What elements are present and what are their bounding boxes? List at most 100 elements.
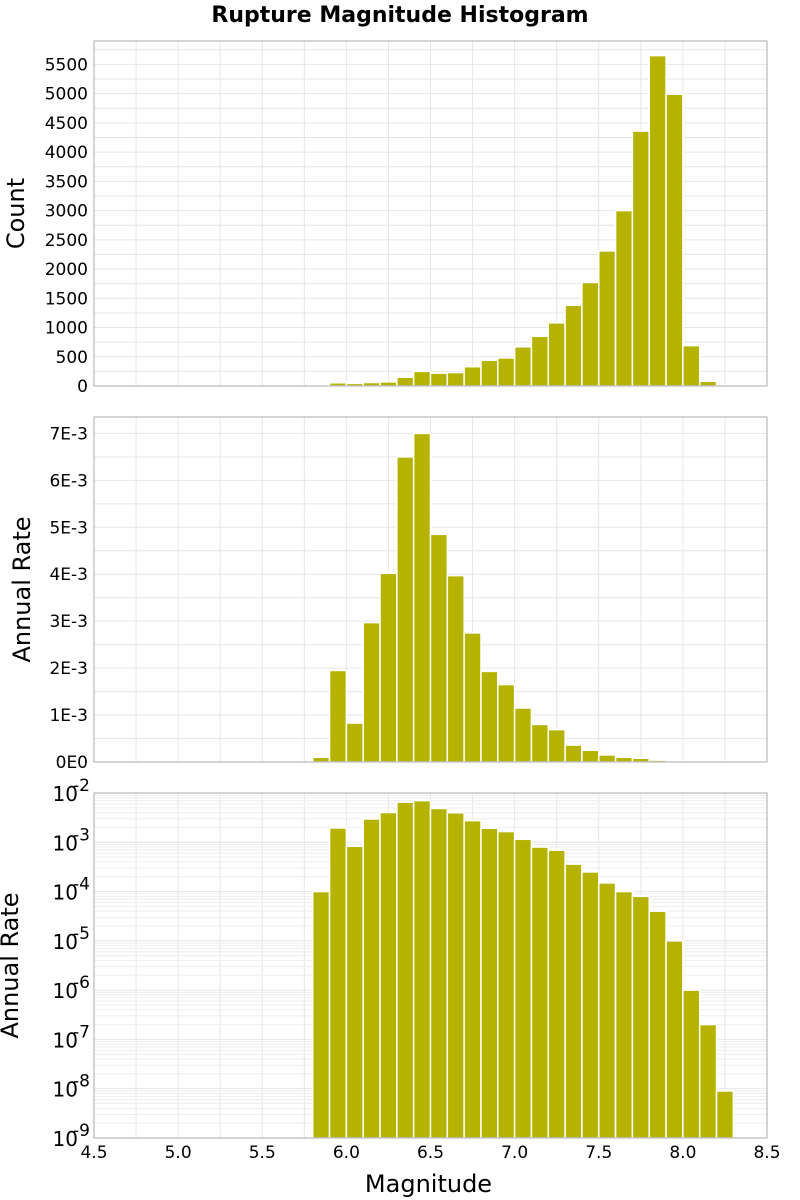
y-tick-base: 10	[53, 1028, 78, 1052]
y-tick-exponent: -9	[73, 1121, 90, 1141]
y-tick-label: 5000	[45, 85, 88, 105]
y-tick-label: 3E-3	[49, 612, 88, 632]
plot-frame	[93, 416, 768, 763]
y-axis-title: Annual Rate	[0, 892, 24, 1038]
y-tick-label: 4000	[45, 143, 88, 163]
histogram-bar	[547, 322, 566, 387]
y-tick-label: 10	[53, 1028, 78, 1052]
histogram-bar	[513, 838, 533, 1139]
y-tick-exponent: -8	[73, 1072, 90, 1092]
histogram-bar	[463, 819, 482, 1139]
x-tick-label: 5.5	[249, 1143, 276, 1163]
x-tick-label: 8.0	[669, 1143, 696, 1163]
y-tick-label: 1000	[45, 319, 88, 339]
y-tick-label: 10	[53, 831, 78, 855]
y-tick-label: 7E-3	[49, 424, 88, 444]
histogram-bar	[429, 533, 449, 763]
y-tick-exponent: -3	[73, 825, 90, 845]
y-tick-exponent: -7	[73, 1022, 90, 1042]
histogram-bar	[497, 357, 516, 387]
y-tick-label: 4E-3	[49, 565, 88, 585]
histogram-bar	[429, 807, 449, 1139]
histogram-bar	[412, 432, 432, 763]
y-tick-label: 2000	[45, 260, 88, 280]
histogram-bar	[396, 456, 415, 763]
histogram-bar	[648, 54, 667, 387]
y-tick-base: 10	[53, 881, 78, 905]
histogram-bar	[362, 381, 381, 387]
y-tick-exponent: -4	[73, 875, 90, 895]
x-tick-label: 8.5	[753, 1143, 780, 1163]
histogram-bar	[513, 346, 533, 387]
histogram-bar	[530, 335, 550, 387]
y-tick-label: 10	[53, 1078, 78, 1102]
y-tick-base: 10	[53, 1078, 78, 1102]
histogram-bar	[665, 940, 684, 1139]
histogram-bar	[396, 376, 415, 387]
histogram-bar	[682, 989, 701, 1139]
histogram-bar	[513, 707, 533, 763]
histogram-bar	[379, 572, 398, 763]
x-tick-label: 5.0	[165, 1143, 192, 1163]
y-tick-label: 5E-3	[49, 518, 88, 538]
histogram-bar	[581, 871, 600, 1139]
histogram-bar	[446, 812, 465, 1139]
y-tick-label: 4500	[45, 114, 88, 134]
y-tick-exponent: -5	[73, 924, 90, 944]
histogram-bar	[463, 632, 482, 763]
y-axis-title: Count	[2, 178, 30, 249]
y-tick-label: 10	[53, 1127, 78, 1151]
histogram-bar	[311, 890, 331, 1139]
y-tick-label: 0E0	[56, 753, 88, 773]
y-tick-label: 10	[53, 979, 78, 1003]
histogram-bar	[345, 845, 364, 1139]
histogram-bar	[614, 890, 634, 1139]
y-tick-label: 1500	[45, 289, 88, 309]
histogram-bar	[598, 754, 617, 763]
histogram-bar	[648, 910, 667, 1139]
histogram-bar	[429, 372, 449, 387]
labels-layer: 0 500 1000 1500 2000 2500 3000 3500 4000 4500 5000…	[0, 55, 781, 1198]
histogram-bar	[362, 621, 381, 763]
histogram-bar	[446, 574, 465, 763]
y-tick-base: 10	[53, 979, 78, 1003]
y-tick-base: 10	[53, 831, 78, 855]
histogram-bar	[614, 209, 634, 387]
histogram-bar	[530, 723, 550, 763]
histogram-bar	[463, 365, 482, 387]
y-tick-base: 10	[53, 1127, 78, 1151]
chart-title: Rupture Magnitude Histogram	[211, 3, 588, 28]
x-tick-label: 7.5	[585, 1143, 612, 1163]
histogram-bar	[311, 756, 331, 763]
histogram-bar	[698, 1023, 718, 1139]
histogram-bar	[480, 359, 499, 387]
y-tick-base: 10	[53, 782, 78, 806]
histogram-bar	[412, 370, 432, 387]
histogram-bar	[598, 250, 617, 387]
x-tick-label: 7.0	[501, 1143, 528, 1163]
histogram-bar	[396, 801, 415, 1139]
histogram-bar	[480, 827, 499, 1139]
y-tick-label: 2500	[45, 231, 88, 251]
y-tick-label: 0	[77, 377, 88, 397]
histogram-bar	[480, 670, 499, 763]
x-tick-label: 6.0	[333, 1143, 360, 1163]
histogram-bar	[715, 1090, 735, 1139]
histogram-bar	[328, 827, 348, 1139]
y-tick-label: 2E-3	[49, 659, 88, 679]
y-tick-exponent: -2	[73, 776, 90, 796]
histogram-bar	[446, 371, 465, 387]
histogram-bar	[497, 683, 516, 763]
histogram-bar	[412, 799, 432, 1139]
histogram-bar	[564, 744, 583, 763]
histogram-bar	[665, 93, 684, 387]
frame-layer	[93, 40, 768, 1139]
histogram-bar	[345, 722, 364, 763]
histogram-bar	[698, 380, 718, 387]
bars-layer	[311, 54, 735, 1139]
histogram-bar	[564, 863, 583, 1139]
histogram-bar	[682, 344, 701, 387]
histogram-bar	[631, 130, 650, 387]
histogram-bar	[581, 281, 600, 387]
